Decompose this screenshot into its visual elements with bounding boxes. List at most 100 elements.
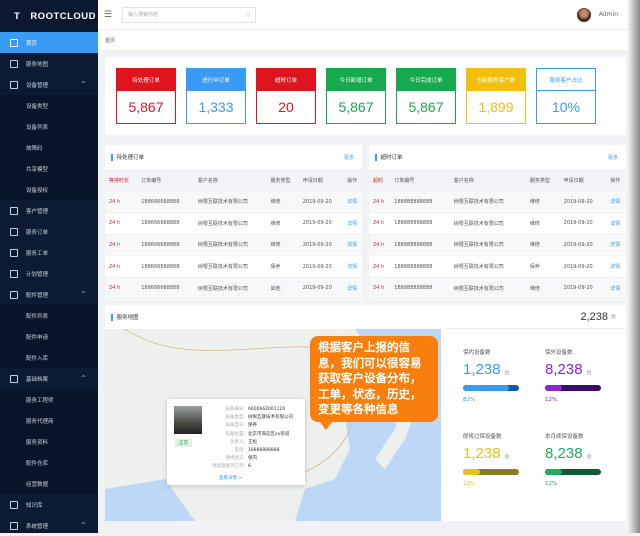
- sidebar-item[interactable]: 设备管理 ^: [0, 74, 98, 95]
- stat-card[interactable]: 今日完成订单 5,867: [396, 68, 456, 124]
- view-detail-link[interactable]: 查看详情 >: [219, 476, 243, 481]
- stat-card[interactable]: 进行中订单 1,333: [186, 68, 246, 124]
- table-cell: 树根互联技术有限公司: [193, 212, 267, 235]
- sidebar-item[interactable]: 首页: [0, 32, 98, 53]
- sidebar-item[interactable]: 配件入库: [0, 347, 98, 368]
- search-input[interactable]: 输入搜索内容 ○: [122, 6, 256, 23]
- stat-value: 5,867: [408, 99, 444, 115]
- table-cell: 2019-09-20: [298, 234, 344, 257]
- more-link[interactable]: 更多: [343, 154, 354, 161]
- chevron-up-icon: ^: [80, 81, 86, 88]
- device-total: 2,238 台: [445, 305, 626, 329]
- table-row: 24 h 188666688888 树根互联技术有限公司 维修 2019-09-20 详情: [105, 234, 362, 257]
- stat-card[interactable]: 当前服务客户数 1,899: [466, 68, 526, 124]
- menu-item-icon: [10, 248, 18, 257]
- sidebar-item[interactable]: 配件列表: [0, 305, 98, 326]
- table-cell: 树根互联技术有限公司: [193, 277, 267, 300]
- device-metric: 保外设备数 8,238 台 12%: [545, 348, 625, 403]
- table-cell: 树根互联技术有限公司: [449, 277, 526, 300]
- table-cell[interactable]: 详情: [343, 277, 362, 300]
- menu-item-icon: [10, 227, 18, 236]
- menu-item-icon: [10, 59, 18, 68]
- table-cell: 维修: [266, 212, 299, 235]
- user-name[interactable]: Admin: [598, 11, 618, 18]
- sidebar-item[interactable]: 设备类型: [0, 95, 98, 116]
- sidebar-item[interactable]: 服务地图: [0, 53, 98, 74]
- table-cell: 树根互联技术有限公司: [193, 234, 267, 257]
- breadcrumb: 首页: [98, 30, 628, 50]
- table-row: 24 h 188888888888 树根互联技术有限公司 维修 2019-09-20 详情: [369, 191, 626, 214]
- table-row: 24 h 188666688888 树根互联技术有限公司 维修 2019-09-20 详情: [105, 191, 362, 214]
- table-row: 24 h 188888888888 树根互联技术有限公司 保养 2019-09-20 详情: [369, 255, 626, 278]
- sidebar-item[interactable]: 基础档案 ^: [0, 368, 98, 389]
- table-cell[interactable]: 详情: [606, 191, 626, 214]
- table-cell: 树根互联技术有限公司: [449, 191, 526, 214]
- table-cell[interactable]: 详情: [343, 234, 362, 257]
- pending-orders-table: 等待时长 订单编号 客户名称 服务类型 申请日期 操作 24 h 188666688888 树根…: [105, 169, 362, 300]
- table-cell: 其他: [266, 277, 299, 300]
- device-image: [174, 406, 202, 434]
- sidebar-item[interactable]: 设备授权: [0, 179, 98, 200]
- sidebar-item[interactable]: 计划管理: [0, 263, 98, 284]
- table-cell: 2019-09-20: [298, 255, 344, 278]
- table-cell: 24 h: [105, 212, 138, 235]
- stat-card[interactable]: 今日新增订单 5,867: [326, 68, 386, 124]
- table-row: 24 h 188666688888 树根互联技术有限公司 保养 2019-09-20 详情: [105, 255, 362, 278]
- sidebar-item-label: 共享模型: [26, 166, 49, 173]
- sidebar-item[interactable]: 知识库: [0, 494, 98, 515]
- table-cell: 24 h: [369, 234, 391, 257]
- sidebar-item-label: 客户管理: [26, 208, 49, 215]
- table-cell: 2019-09-20: [559, 212, 607, 235]
- popup-row: 设备位置: 北京市海淀区xx街道: [225, 431, 290, 437]
- sidebar-item[interactable]: 服务订单: [0, 221, 98, 242]
- sidebar-item[interactable]: 故障码: [0, 137, 98, 158]
- avatar[interactable]: [576, 7, 591, 22]
- sidebar-item[interactable]: 配件申请: [0, 326, 98, 347]
- table-cell[interactable]: 详情: [606, 234, 626, 257]
- popup-row: 负责人: 王松: [229, 439, 257, 445]
- device-metric: 本月续保设备数 8,238 台 12%: [545, 432, 625, 487]
- table-cell: 树根互联技术有限公司: [193, 191, 267, 214]
- progress-bar: [463, 385, 519, 391]
- table-cell: 维修: [525, 212, 560, 235]
- sidebar-nav: 首页 服务地图 设备管理 ^ 设备类型 设备列表 故障码 共享模型 设备授权 客户管理 服务订单 服务…: [0, 32, 98, 536]
- sidebar-item[interactable]: 服务工单: [0, 242, 98, 263]
- sidebar-item[interactable]: 经营数据: [0, 473, 98, 494]
- sidebar-item[interactable]: 设备列表: [0, 116, 98, 137]
- sidebar-item[interactable]: 服务资料: [0, 431, 98, 452]
- stat-card[interactable]: 待处理订单 5,867: [116, 68, 176, 124]
- table-cell: 188888888888: [390, 191, 450, 214]
- table-row: 24 h 188888888888 树根互联技术有限公司 维修 2019-09-20 详情: [369, 234, 626, 257]
- column-header: 申请日期: [298, 169, 344, 191]
- table-cell[interactable]: 详情: [343, 212, 362, 235]
- table-cell: 24 h: [369, 255, 391, 278]
- panel-title: 超时订单: [380, 155, 403, 161]
- sidebar-item-label: 知识库: [26, 502, 43, 509]
- column-header: 订单编号: [137, 169, 194, 191]
- table-cell[interactable]: 详情: [606, 277, 626, 300]
- table-cell[interactable]: 详情: [343, 191, 362, 214]
- sidebar-item[interactable]: 配件仓库: [0, 452, 98, 473]
- sidebar-item[interactable]: 系统管理 ^: [0, 515, 98, 536]
- table-cell[interactable]: 详情: [343, 255, 362, 278]
- sidebar-item[interactable]: 服务工程师: [0, 389, 98, 410]
- progress-fill: [545, 469, 562, 475]
- table-cell: 保养: [266, 255, 299, 278]
- stat-card[interactable]: 超时订单 20: [256, 68, 316, 124]
- search-icon[interactable]: ○: [245, 11, 250, 18]
- popup-row: 设备编号: 6600662001120: [225, 406, 286, 413]
- popup-row: 保修状态: 保内: [225, 456, 257, 462]
- sidebar-item[interactable]: 共享模型: [0, 158, 98, 179]
- table-cell[interactable]: 详情: [606, 212, 626, 235]
- sidebar-item-label: 设备类型: [26, 103, 49, 110]
- stat-value: 1,899: [478, 99, 514, 115]
- overtime-orders-table: 超时 订单编号 客户名称 服务类型 申请日期 操作 24 h 188888888888 树根互联…: [369, 169, 626, 300]
- table-cell[interactable]: 详情: [606, 255, 626, 278]
- sidebar-item[interactable]: 配件管理 ^: [0, 284, 98, 305]
- stat-card[interactable]: 服务客户占比 10%: [536, 68, 596, 124]
- sidebar-item[interactable]: 服务代理商: [0, 410, 98, 431]
- more-link[interactable]: 更多: [607, 154, 618, 161]
- sidebar-item[interactable]: 客户管理: [0, 200, 98, 221]
- progress-bar: [545, 469, 601, 475]
- menu-toggle-icon[interactable]: ☰: [104, 9, 113, 20]
